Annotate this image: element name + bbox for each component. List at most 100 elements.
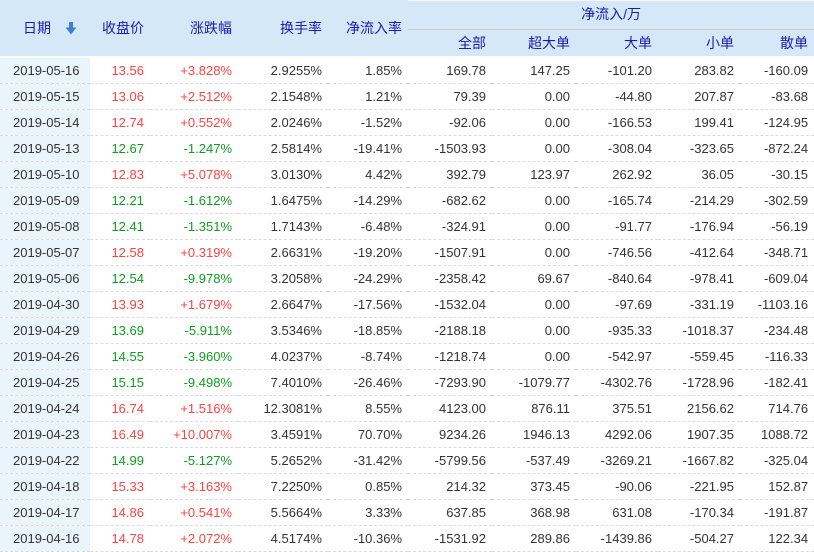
cell-inflow-small: -214.29 <box>658 187 740 214</box>
cell-inflow-rate: -19.20% <box>328 239 408 266</box>
column-header-date[interactable]: 日期 <box>0 0 90 58</box>
column-header-turnover[interactable]: 换手率 <box>238 0 328 58</box>
cell-inflow-rate: -19.41% <box>328 135 408 162</box>
cell-inflow-super-large: 368.98 <box>492 499 576 526</box>
cell-turnover: 4.0237% <box>238 343 328 370</box>
cell-inflow-small: -412.64 <box>658 239 740 266</box>
cell-inflow-small: 2156.62 <box>658 395 740 422</box>
cell-inflow-retail: -30.15 <box>740 161 814 188</box>
cell-date: 2019-04-30 <box>0 291 90 318</box>
cell-inflow-retail: -182.41 <box>740 369 814 396</box>
cell-inflow-super-large: 876.11 <box>492 395 576 422</box>
cell-close: 15.15 <box>90 369 150 396</box>
cell-inflow-super-large: 0.00 <box>492 109 576 136</box>
table-row: 2019-05-14 12.74 +0.552% 2.0246% -1.52% -92.0… <box>0 109 814 136</box>
cell-inflow-small: -1728.96 <box>658 369 740 396</box>
cell-date: 2019-05-07 <box>0 239 90 266</box>
date-column-label: 日期 <box>23 20 51 36</box>
cell-date: 2019-04-22 <box>0 447 90 474</box>
cell-turnover: 5.5664% <box>238 499 328 526</box>
cell-close: 13.56 <box>90 57 150 84</box>
cell-close: 12.74 <box>90 109 150 136</box>
cell-inflow-large: -308.04 <box>576 135 658 162</box>
cell-inflow-rate: 8.55% <box>328 395 408 422</box>
column-header-inflow-small[interactable]: 小单 <box>658 29 740 58</box>
cell-inflow-super-large: 0.00 <box>492 239 576 266</box>
cell-inflow-large: 631.08 <box>576 499 658 526</box>
cell-inflow-large: -101.20 <box>576 57 658 84</box>
cell-inflow-retail: 152.87 <box>740 473 814 500</box>
cell-inflow-retail: -234.48 <box>740 317 814 344</box>
cell-inflow-super-large: 0.00 <box>492 317 576 344</box>
cell-inflow-small: -323.65 <box>658 135 740 162</box>
cell-inflow-large: 375.51 <box>576 395 658 422</box>
cell-turnover: 7.2250% <box>238 473 328 500</box>
cell-turnover: 3.2058% <box>238 265 328 292</box>
cell-inflow-large: -91.77 <box>576 213 658 240</box>
table-row: 2019-05-16 13.56 +3.828% 2.9255% 1.85% 169.78… <box>0 57 814 84</box>
cell-inflow-retail: -83.68 <box>740 83 814 110</box>
cell-date: 2019-04-23 <box>0 421 90 448</box>
cell-inflow-small: 199.41 <box>658 109 740 136</box>
cell-date: 2019-05-15 <box>0 83 90 110</box>
cell-inflow-large: -3269.21 <box>576 447 658 474</box>
table-body: 2019-05-16 13.56 +3.828% 2.9255% 1.85% 169.78… <box>0 57 814 552</box>
column-header-change[interactable]: 涨跌幅 <box>150 0 238 58</box>
sort-desc-icon[interactable] <box>65 21 77 35</box>
table-row: 2019-04-18 15.33 +3.163% 7.2250% 0.85% 214.32… <box>0 473 814 500</box>
cell-close: 14.99 <box>90 447 150 474</box>
cell-inflow-all: 4123.00 <box>408 395 492 422</box>
cell-inflow-super-large: -1079.77 <box>492 369 576 396</box>
cell-inflow-large: -44.80 <box>576 83 658 110</box>
cell-turnover: 1.6475% <box>238 187 328 214</box>
table-row: 2019-04-25 15.15 -9.498% 7.4010% -26.46% -729… <box>0 369 814 396</box>
table-row: 2019-05-15 13.06 +2.512% 2.1548% 1.21% 79.39 0… <box>0 83 814 110</box>
cell-inflow-super-large: 0.00 <box>492 135 576 162</box>
cell-inflow-super-large: 0.00 <box>492 187 576 214</box>
cell-inflow-retail: 1088.72 <box>740 421 814 448</box>
cell-inflow-all: 79.39 <box>408 83 492 110</box>
cell-close: 12.58 <box>90 239 150 266</box>
cell-inflow-small: 283.82 <box>658 57 740 84</box>
cell-close: 16.74 <box>90 395 150 422</box>
cell-change: -9.978% <box>150 265 238 292</box>
cell-inflow-super-large: 147.25 <box>492 57 576 84</box>
cell-change: -3.960% <box>150 343 238 370</box>
cell-inflow-small: -559.45 <box>658 343 740 370</box>
cell-close: 12.54 <box>90 265 150 292</box>
table-row: 2019-05-10 12.83 +5.078% 3.0130% 4.42% 392.79… <box>0 161 814 188</box>
cell-change: -5.911% <box>150 317 238 344</box>
cell-turnover: 2.9255% <box>238 57 328 84</box>
cell-inflow-large: -1439.86 <box>576 525 658 552</box>
cell-inflow-rate: 0.85% <box>328 473 408 500</box>
cell-change: -9.498% <box>150 369 238 396</box>
cell-inflow-small: -176.94 <box>658 213 740 240</box>
cell-inflow-rate: -14.29% <box>328 187 408 214</box>
cell-date: 2019-05-09 <box>0 187 90 214</box>
cell-inflow-all: 637.85 <box>408 499 492 526</box>
cell-inflow-all: -1531.92 <box>408 525 492 552</box>
cell-turnover: 3.0130% <box>238 161 328 188</box>
cell-turnover: 5.2652% <box>238 447 328 474</box>
column-header-inflow-super-large[interactable]: 超大单 <box>492 29 576 58</box>
cell-inflow-super-large: 0.00 <box>492 83 576 110</box>
cell-change: -1.612% <box>150 187 238 214</box>
column-header-close[interactable]: 收盘价 <box>90 0 150 58</box>
cell-inflow-small: -170.34 <box>658 499 740 526</box>
cell-inflow-small: 36.05 <box>658 161 740 188</box>
table-row: 2019-05-09 12.21 -1.612% 1.6475% -14.29% -682… <box>0 187 814 214</box>
cell-inflow-retail: -124.95 <box>740 109 814 136</box>
cell-change: +0.541% <box>150 499 238 526</box>
cell-turnover: 3.4591% <box>238 421 328 448</box>
table-row: 2019-04-29 13.69 -5.911% 3.5346% -18.85% -218… <box>0 317 814 344</box>
cell-inflow-all: -1532.04 <box>408 291 492 318</box>
column-header-inflow-retail[interactable]: 散单 <box>740 29 814 58</box>
column-header-inflow-rate[interactable]: 净流入率 <box>328 0 408 58</box>
cell-inflow-large: -746.56 <box>576 239 658 266</box>
cell-inflow-rate: -26.46% <box>328 369 408 396</box>
column-header-inflow-all[interactable]: 全部 <box>408 29 492 58</box>
column-header-inflow-large[interactable]: 大单 <box>576 29 658 58</box>
cell-change: +10.007% <box>150 421 238 448</box>
